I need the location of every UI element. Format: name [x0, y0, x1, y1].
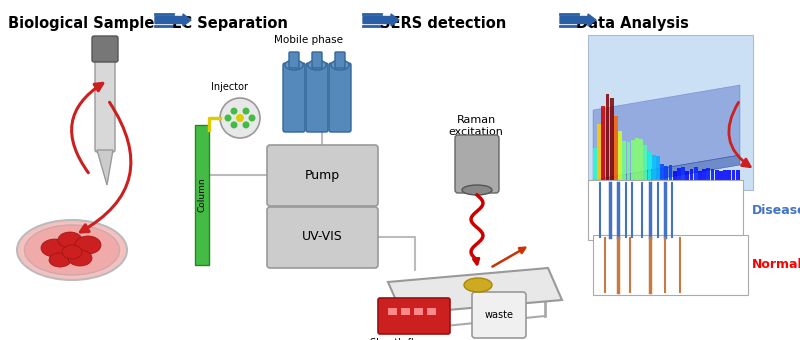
Polygon shape	[593, 155, 740, 190]
FancyBboxPatch shape	[92, 36, 118, 62]
FancyBboxPatch shape	[283, 63, 305, 132]
Circle shape	[249, 115, 255, 121]
Bar	[664, 166, 668, 180]
Bar	[648, 151, 651, 180]
Bar	[427, 308, 436, 315]
Ellipse shape	[58, 232, 82, 248]
Bar	[606, 94, 610, 180]
FancyBboxPatch shape	[472, 292, 526, 338]
FancyBboxPatch shape	[267, 207, 378, 268]
Circle shape	[236, 114, 244, 122]
Text: Data Analysis: Data Analysis	[576, 16, 689, 31]
Bar	[690, 169, 694, 180]
FancyBboxPatch shape	[335, 52, 345, 68]
Text: Raman
excitation: Raman excitation	[449, 115, 503, 137]
Polygon shape	[97, 150, 113, 185]
Bar	[669, 165, 672, 180]
Text: LC Separation: LC Separation	[172, 16, 288, 31]
Ellipse shape	[41, 239, 69, 257]
Bar	[652, 155, 655, 180]
FancyBboxPatch shape	[378, 298, 450, 334]
Bar	[622, 141, 626, 180]
FancyBboxPatch shape	[289, 52, 299, 68]
Ellipse shape	[17, 220, 127, 280]
Bar	[732, 170, 735, 180]
Circle shape	[242, 107, 250, 115]
Circle shape	[242, 121, 250, 129]
Ellipse shape	[75, 236, 101, 254]
Bar	[635, 138, 638, 180]
Circle shape	[225, 115, 231, 121]
Bar	[610, 98, 614, 180]
Text: Column: Column	[198, 178, 206, 212]
FancyBboxPatch shape	[329, 63, 351, 132]
Bar	[401, 308, 410, 315]
Bar	[702, 169, 706, 180]
Bar	[388, 308, 397, 315]
Ellipse shape	[62, 245, 82, 259]
Bar	[727, 170, 731, 180]
Bar	[706, 168, 710, 180]
Text: Diseased: Diseased	[752, 204, 800, 217]
Bar	[414, 308, 423, 315]
FancyBboxPatch shape	[455, 135, 499, 193]
Ellipse shape	[462, 185, 492, 195]
FancyArrow shape	[363, 14, 399, 26]
Bar	[677, 168, 681, 180]
Bar	[682, 167, 685, 180]
Text: Normal: Normal	[752, 258, 800, 272]
Bar	[597, 124, 601, 180]
Text: Injector: Injector	[211, 82, 249, 92]
Bar	[660, 164, 664, 180]
Ellipse shape	[25, 225, 119, 275]
Ellipse shape	[464, 278, 492, 292]
Ellipse shape	[68, 250, 92, 266]
Text: SERS detection: SERS detection	[380, 16, 506, 31]
Text: Pump: Pump	[305, 169, 339, 182]
Polygon shape	[388, 268, 562, 314]
Bar	[618, 131, 622, 180]
Ellipse shape	[285, 60, 303, 70]
Bar	[593, 235, 748, 295]
FancyBboxPatch shape	[267, 145, 378, 206]
Text: waste: waste	[485, 310, 514, 320]
Bar	[195, 125, 209, 265]
Bar	[639, 139, 643, 180]
Bar	[643, 144, 647, 180]
FancyBboxPatch shape	[312, 52, 322, 68]
Ellipse shape	[308, 60, 326, 70]
Bar	[715, 170, 718, 180]
Circle shape	[230, 121, 238, 129]
Bar	[686, 171, 689, 180]
Bar	[694, 167, 698, 180]
Bar	[656, 156, 660, 180]
Bar	[710, 169, 714, 180]
Bar	[588, 180, 743, 240]
FancyBboxPatch shape	[95, 53, 115, 152]
FancyBboxPatch shape	[306, 63, 328, 132]
Text: Mobile phase: Mobile phase	[274, 35, 342, 45]
Text: Biological Sample: Biological Sample	[8, 16, 154, 31]
Bar	[736, 170, 739, 180]
Circle shape	[230, 107, 238, 115]
Ellipse shape	[49, 253, 71, 267]
Bar	[673, 171, 677, 180]
FancyArrow shape	[560, 14, 596, 26]
Bar	[593, 148, 597, 180]
Bar	[588, 35, 753, 190]
Bar	[723, 170, 727, 180]
Bar	[626, 142, 630, 180]
Polygon shape	[593, 85, 740, 180]
Bar	[602, 106, 605, 180]
FancyArrow shape	[155, 14, 191, 26]
Text: UV-VIS: UV-VIS	[302, 231, 342, 243]
Ellipse shape	[331, 60, 349, 70]
Circle shape	[220, 98, 260, 138]
Text: Sheath flow pump: Sheath flow pump	[370, 338, 458, 340]
Bar	[698, 171, 702, 180]
Bar	[614, 116, 618, 180]
Bar	[630, 140, 634, 180]
Bar	[719, 171, 723, 180]
